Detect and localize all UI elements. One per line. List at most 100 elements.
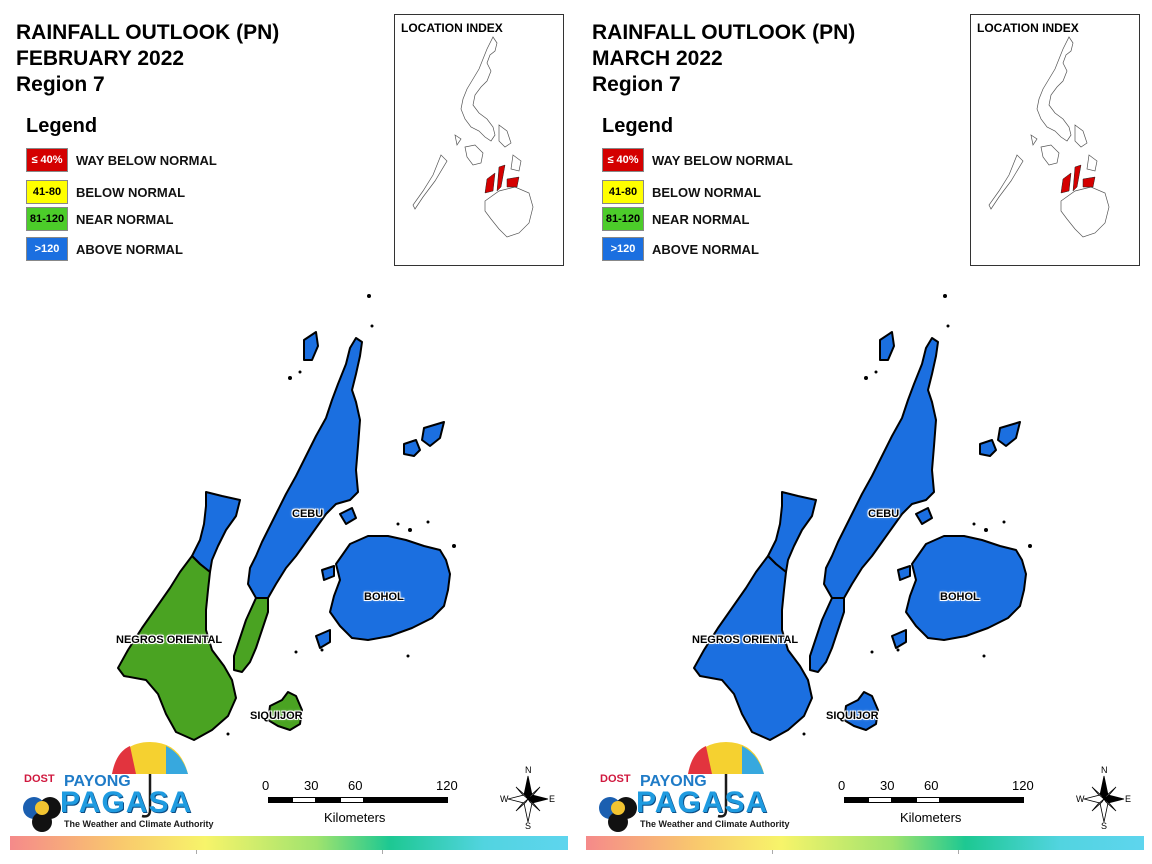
scale-bar: 0 30 60 120 Kilometers — [838, 778, 1040, 828]
logo-pagasa-text: PAGASA — [636, 786, 769, 819]
scale-segment — [940, 797, 1024, 803]
scale-units: Kilometers — [324, 810, 386, 825]
scale-tick-label: 60 — [924, 778, 939, 793]
scale-tick-label: 30 — [880, 778, 895, 793]
scale-tick-label: 60 — [348, 778, 363, 793]
payong-pagasa-logo: DOST PAYONG PAGASA The Weather and Clima… — [592, 740, 790, 835]
cebu-south-shape — [809, 597, 845, 673]
legend-swatch: >120 — [602, 237, 644, 261]
cebu-south-shape — [233, 597, 269, 673]
north-arrow-compass: N S E W — [500, 765, 556, 832]
cebu-north-shape — [823, 337, 939, 599]
legend-label: BELOW NORMAL — [76, 185, 186, 200]
scale-bar: 0 30 60 120 Kilometers — [262, 778, 464, 828]
scale-tick-label: 0 — [262, 778, 270, 793]
legend-swatch: 41-80 — [26, 180, 68, 204]
compass-n: N — [525, 765, 532, 775]
scale-tick-label: 120 — [436, 778, 458, 793]
cebu-north-shape — [247, 337, 363, 599]
scale-segment — [316, 797, 340, 803]
location-index-inset: LOCATION INDEX — [970, 14, 1140, 266]
map-title-line-2: MARCH 2022 — [592, 47, 723, 70]
scale-segment — [892, 797, 916, 803]
label-siquijor: SIQUIJOR — [250, 710, 303, 722]
scale-tick-label: 120 — [1012, 778, 1034, 793]
bohol-shape — [905, 535, 1027, 641]
legend-item-below-normal: 41-80 BELOW NORMAL — [26, 180, 226, 206]
compass-w: W — [1076, 794, 1085, 804]
legend-label: WAY BELOW NORMAL — [76, 153, 217, 168]
location-index-inset: LOCATION INDEX — [394, 14, 564, 266]
legend-swatch: >120 — [26, 237, 68, 261]
label-negros-oriental: NEGROS ORIENTAL — [692, 634, 799, 646]
location-index-title: LOCATION INDEX — [401, 21, 503, 35]
scale-units: Kilometers — [900, 810, 962, 825]
umbrella-icon — [23, 742, 188, 832]
region-7-highlight — [484, 164, 520, 194]
legend-title: Legend — [26, 115, 98, 137]
logo-pagasa-text: PAGASA — [60, 786, 193, 819]
map-title-line-1: RAINFALL OUTLOOK (PN) — [16, 21, 280, 44]
compass-e: E — [549, 794, 556, 804]
compass-e: E — [1125, 794, 1132, 804]
north-arrow-compass: N S E W — [1076, 765, 1132, 832]
siquijor-shape — [267, 691, 303, 731]
outlook-panel-march: RAINFALL OUTLOOK (PN) MARCH 2022 Region … — [576, 0, 1152, 864]
legend-label: NEAR NORMAL — [76, 212, 174, 227]
logo-dost-text: DOST — [24, 773, 55, 785]
legend-label: WAY BELOW NORMAL — [652, 153, 793, 168]
map-title: RAINFALL OUTLOOK (PN) MARCH 2022 Region … — [592, 20, 855, 98]
legend-item-above-normal: >120 ABOVE NORMAL — [602, 237, 802, 263]
logo-dost-text: DOST — [600, 773, 631, 785]
label-siquijor: SIQUIJOR — [826, 710, 879, 722]
logo-tagline: The Weather and Climate Authority — [640, 819, 790, 829]
scale-segment — [268, 797, 292, 803]
label-negros-oriental: NEGROS ORIENTAL — [116, 634, 223, 646]
map-title-line-1: RAINFALL OUTLOOK (PN) — [592, 21, 856, 44]
payong-pagasa-logo: DOST PAYONG PAGASA The Weather and Clima… — [16, 740, 214, 835]
region-7-highlight — [1060, 164, 1096, 194]
scale-segment — [844, 797, 868, 803]
map-title-line-3: Region 7 — [592, 73, 681, 96]
negros-south-shape — [117, 555, 237, 741]
legend-swatch: 81-120 — [26, 207, 68, 231]
philippines-index-map — [412, 36, 534, 238]
legend-item-way-below-normal: ≤ 40% WAY BELOW NORMAL — [602, 148, 802, 174]
small-islets-group — [879, 331, 1021, 649]
region-7-rainfall-map — [117, 294, 456, 741]
negros-north-shape — [191, 491, 241, 573]
compass-w: W — [500, 794, 509, 804]
scale-segment — [364, 797, 448, 803]
legend-swatch: ≤ 40% — [602, 148, 644, 172]
legend-label: NEAR NORMAL — [652, 212, 750, 227]
legend-item-above-normal: >120 ABOVE NORMAL — [26, 237, 226, 263]
label-cebu: CEBU — [292, 508, 324, 520]
outlook-panel-february: RAINFALL OUTLOOK (PN) FEBRUARY 2022 Regi… — [10, 14, 568, 854]
legend-item-near-normal: 81-120 NEAR NORMAL — [602, 207, 802, 233]
label-bohol: BOHOL — [940, 591, 980, 603]
map-title-line-3: Region 7 — [16, 73, 105, 96]
legend-title: Legend — [602, 115, 674, 137]
compass-s: S — [1101, 821, 1108, 831]
philippines-index-map — [988, 36, 1110, 238]
legend-label: BELOW NORMAL — [652, 185, 762, 200]
compass-rose-icon — [507, 775, 549, 823]
bohol-shape — [329, 535, 451, 641]
negros-north-shape — [767, 491, 817, 573]
legend-item-below-normal: 41-80 BELOW NORMAL — [602, 180, 802, 206]
scale-segment — [916, 797, 940, 803]
map-title-line-2: FEBRUARY 2022 — [16, 47, 185, 70]
map-title: RAINFALL OUTLOOK (PN) FEBRUARY 2022 Regi… — [16, 20, 279, 98]
siquijor-shape — [843, 691, 879, 731]
logo-payong-text: PAYONG — [64, 773, 131, 790]
compass-n: N — [1101, 765, 1108, 775]
legend-item-way-below-normal: ≤ 40% WAY BELOW NORMAL — [26, 148, 226, 174]
legend-item-near-normal: 81-120 NEAR NORMAL — [26, 207, 226, 233]
region-7-rainfall-map — [693, 294, 1032, 741]
scale-tick-label: 0 — [838, 778, 846, 793]
legend-label: ABOVE NORMAL — [652, 242, 759, 257]
compass-rose-icon — [1083, 775, 1125, 823]
legend-swatch: ≤ 40% — [26, 148, 68, 172]
label-bohol: BOHOL — [364, 591, 404, 603]
legend-swatch: 81-120 — [602, 207, 644, 231]
